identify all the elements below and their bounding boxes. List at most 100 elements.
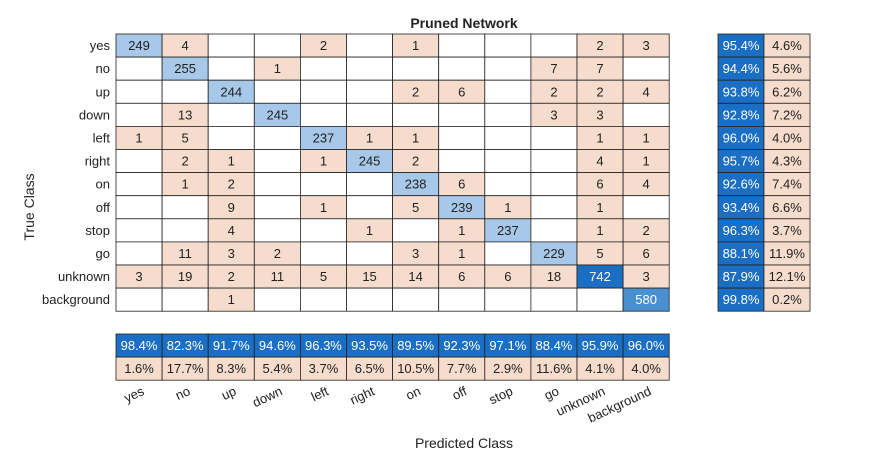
cell-go-off-label: 1	[458, 246, 465, 261]
cell-right-unknown-label: 4	[596, 154, 603, 169]
cell-unknown-right-label: 15	[362, 269, 376, 284]
col-summary-incorrect-no-label: 17.7%	[167, 361, 204, 376]
col-summary-correct-up-label: 91.7%	[213, 338, 250, 353]
cell-right-stop	[484, 149, 532, 174]
col-summary-incorrect-on-label: 10.5%	[397, 361, 434, 376]
cell-no-on	[392, 56, 440, 81]
cell-left-off	[438, 126, 486, 150]
row-summary-correct-stop-label: 96.3%	[723, 223, 760, 238]
cell-on-unknown-label: 6	[596, 177, 603, 192]
cell-up-on-label: 2	[412, 84, 419, 99]
col-summary-incorrect-right-label: 6.5%	[355, 361, 385, 376]
col-summary-incorrect-go-label: 11.6%	[536, 361, 572, 376]
cell-down-down-label: 245	[266, 107, 288, 122]
cell-unknown-yes-label: 3	[135, 269, 142, 284]
cell-off-background	[622, 195, 670, 220]
cell-on-left	[299, 172, 347, 197]
row-summary-correct-up-label: 93.8%	[723, 84, 760, 99]
cell-yes-no-label: 4	[182, 38, 189, 53]
row-summary-incorrect-background	[763, 287, 811, 312]
cell-off-stop-label: 1	[504, 200, 511, 215]
col-summary-correct-left-label: 96.3%	[305, 338, 342, 353]
cell-unknown-down-label: 11	[271, 269, 285, 284]
cell-go-stop	[484, 241, 532, 266]
cell-go-unknown-label: 5	[596, 246, 603, 261]
cell-up-background-label: 4	[643, 84, 650, 99]
x-tick-down: down	[250, 383, 285, 410]
x-tick-yes: yes	[122, 383, 147, 405]
cell-up-down	[253, 79, 301, 104]
cell-left-up	[207, 126, 255, 150]
cell-on-on-label: 238	[405, 177, 427, 192]
cell-left-down	[253, 126, 301, 150]
chart-title: Pruned Network	[410, 15, 518, 31]
cell-on-background-label: 4	[643, 177, 650, 192]
y-tick-up: up	[96, 84, 110, 99]
row-summary-correct-go-label: 88.1%	[723, 246, 760, 261]
y-tick-off: off	[96, 200, 111, 215]
cell-stop-yes	[115, 218, 163, 243]
cell-go-up-label: 3	[228, 246, 235, 261]
cell-no-stop	[484, 56, 532, 81]
cell-on-stop	[484, 172, 532, 197]
row-summary-correct-right-label: 95.7%	[723, 154, 760, 169]
y-tick-stop: stop	[85, 223, 110, 238]
cell-left-unknown-label: 1	[596, 130, 603, 145]
x-tick-labels: yes no up down left right on off stop gounknownba…	[122, 383, 654, 426]
cell-right-up-label: 1	[228, 154, 235, 169]
cell-unknown-off-label: 6	[458, 269, 465, 284]
cell-background-up-label: 1	[228, 292, 235, 307]
y-tick-go: go	[96, 246, 110, 261]
cell-off-unknown-label: 1	[596, 200, 603, 215]
row-summary-incorrect-unknown-label: 12.1%	[769, 269, 806, 284]
cell-right-right-label: 245	[359, 154, 381, 169]
cell-unknown-background-label: 3	[643, 269, 650, 284]
x-tick-no: no	[173, 383, 192, 403]
cell-on-down	[253, 172, 301, 197]
col-summary-incorrect-yes-label: 1.6%	[124, 361, 154, 376]
cell-stop-down	[253, 218, 301, 243]
cell-background-unknown	[576, 287, 624, 312]
cell-background-on	[392, 287, 440, 312]
y-tick-yes: yes	[90, 38, 111, 53]
col-summary-correct-stop-label: 97.1%	[489, 338, 526, 353]
row-summary-correct-unknown-label: 87.9%	[723, 269, 760, 284]
cell-right-no-label: 2	[182, 154, 189, 169]
cell-background-background-label: 580	[635, 292, 657, 307]
cell-down-on	[392, 102, 440, 127]
cell-up-yes	[115, 79, 163, 104]
col-summary-correct-down-label: 94.6%	[259, 338, 296, 353]
row-summary-correct-on-label: 92.6%	[723, 177, 760, 192]
cell-down-unknown-label: 3	[596, 107, 603, 122]
cell-yes-go	[530, 33, 578, 58]
cell-no-left	[299, 56, 347, 81]
col-summary-correct-no-label: 82.3%	[167, 338, 204, 353]
cell-background-stop	[484, 287, 532, 312]
col-summary-correct-unknown-label: 95.9%	[582, 338, 619, 353]
cell-yes-down	[253, 33, 301, 58]
cell-unknown-left-label: 5	[320, 269, 327, 284]
y-tick-on: on	[96, 177, 110, 192]
y-axis-label: True Class	[21, 173, 37, 240]
cell-unknown-stop-label: 6	[504, 269, 511, 284]
cell-stop-up-label: 4	[228, 223, 235, 238]
cell-up-stop	[484, 79, 532, 104]
cell-no-go-label: 7	[550, 61, 557, 76]
col-summary-incorrect-off-label: 7.7%	[447, 361, 477, 376]
x-tick-right: right	[348, 383, 378, 407]
cell-background-left	[299, 287, 347, 312]
cell-go-no-label: 11	[178, 246, 192, 261]
cell-off-go	[530, 195, 578, 220]
cell-up-off-label: 6	[458, 84, 465, 99]
y-tick-left: left	[93, 130, 111, 145]
cell-go-right	[346, 241, 393, 266]
col-summary-incorrect-left-label: 3.7%	[309, 361, 339, 376]
col-summary-incorrect-stop-label: 2.9%	[493, 361, 523, 376]
cell-no-no-label: 255	[174, 61, 196, 76]
cell-left-stop	[484, 126, 532, 150]
y-tick-unknown: unknown	[58, 269, 110, 284]
row-summary-incorrect-go-label: 11.9%	[769, 246, 805, 261]
col-summary-incorrect-down-label: 5.4%	[263, 361, 293, 376]
